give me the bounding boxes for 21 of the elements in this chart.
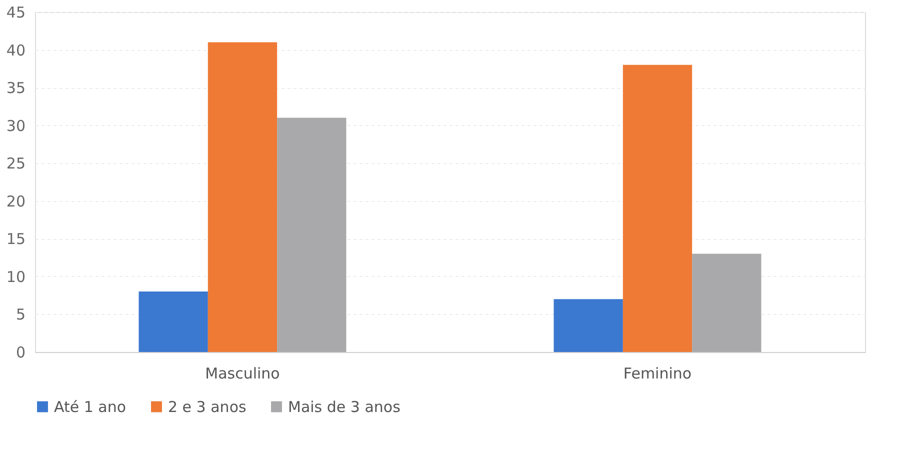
bar (208, 42, 278, 352)
bar (277, 118, 346, 352)
bar (622, 64, 692, 352)
y-tick-label: 20 (6, 192, 26, 210)
bar (692, 254, 762, 352)
y-tick-label: 45 (6, 4, 26, 22)
y-tick-label: 40 (6, 41, 26, 60)
y-tick-label: 30 (6, 116, 26, 135)
y-tick-label: 15 (6, 230, 26, 248)
legend-label: 2 e 3 anos (168, 398, 246, 416)
x-tick-label: Feminino (623, 364, 692, 382)
y-tick-label: 35 (6, 79, 26, 98)
legend-label: Até 1 ano (54, 398, 126, 416)
bar (138, 292, 208, 352)
y-tick-label: 10 (6, 268, 26, 286)
y-tick-label: 25 (6, 154, 26, 173)
legend-label: Mais de 3 anos (288, 398, 401, 416)
y-tick-label: 0 (16, 344, 26, 362)
x-tick-label: Masculino (205, 364, 280, 382)
bar (554, 299, 623, 352)
y-tick-label: 5 (16, 306, 26, 324)
